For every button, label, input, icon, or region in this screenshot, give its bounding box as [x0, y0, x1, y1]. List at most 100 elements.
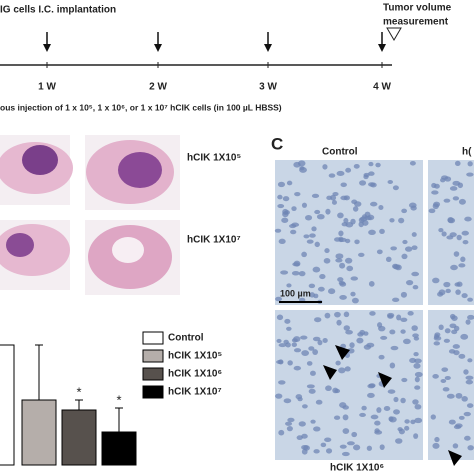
nucleus — [440, 178, 446, 183]
image-label: hCIK 1X10⁷ — [187, 235, 241, 246]
nucleus — [290, 229, 297, 235]
nucleus — [353, 163, 360, 169]
nucleus — [453, 325, 460, 332]
nucleus — [306, 384, 315, 389]
nucleus — [350, 291, 356, 297]
nucleus — [362, 220, 369, 226]
nucleus — [413, 362, 421, 369]
nucleus — [283, 339, 289, 345]
nucleus — [467, 358, 473, 363]
nucleus — [466, 403, 474, 408]
nucleus — [407, 311, 414, 316]
nucleus — [444, 328, 451, 334]
legend-swatch — [142, 331, 164, 345]
timeline-title: IG cells I.C. implantation — [0, 5, 116, 16]
nucleus — [305, 214, 313, 221]
nucleus — [453, 251, 460, 257]
nucleus — [466, 172, 474, 177]
nucleus — [411, 271, 420, 277]
nucleus — [458, 415, 465, 420]
nucleus — [346, 348, 355, 354]
nucleus — [430, 414, 436, 420]
nucleus — [383, 405, 391, 412]
nucleus — [395, 438, 403, 444]
nucleus — [359, 180, 367, 186]
arrowhead — [335, 345, 350, 360]
nucleus — [309, 292, 316, 298]
nucleus — [315, 399, 323, 405]
nucleus — [404, 425, 410, 431]
nucleus — [379, 444, 385, 450]
nucleus — [312, 266, 321, 273]
nucleus — [390, 345, 399, 351]
nucleus — [412, 333, 419, 338]
nucleus — [346, 265, 354, 272]
week-label: 2 W — [149, 82, 167, 93]
nucleus — [388, 416, 394, 422]
nucleus — [433, 341, 441, 346]
bar — [61, 409, 97, 466]
legend-swatch — [142, 367, 164, 381]
nucleus — [334, 311, 341, 318]
nucleus — [393, 264, 401, 270]
nucleus — [389, 218, 395, 223]
end-marker — [386, 27, 402, 41]
nucleus — [461, 293, 468, 299]
nucleus — [452, 443, 459, 449]
nucleus — [386, 312, 395, 318]
nucleus — [452, 196, 460, 201]
legend-swatch — [142, 385, 164, 399]
nucleus — [364, 211, 371, 218]
nucleus — [463, 369, 469, 375]
nucleus — [389, 329, 396, 335]
nucleus — [350, 276, 359, 281]
arrow-head — [154, 44, 162, 52]
nucleus — [463, 411, 471, 417]
nucleus — [411, 325, 418, 331]
nucleus — [286, 426, 293, 432]
nucleus — [312, 336, 321, 342]
nucleus — [443, 281, 451, 288]
nucleus — [454, 282, 461, 287]
bar — [21, 399, 57, 466]
nucleus — [449, 232, 457, 238]
nucleus — [428, 208, 436, 214]
nucleus — [460, 333, 469, 340]
nucleus — [452, 344, 460, 349]
nucleus — [368, 171, 375, 176]
panel-letter: C — [271, 134, 283, 153]
nucleus — [467, 314, 474, 320]
nucleus — [297, 397, 303, 402]
nucleus — [450, 264, 458, 271]
nucleus — [461, 396, 468, 402]
ventricle — [112, 237, 144, 263]
nucleus — [389, 362, 396, 369]
week-label: 3 W — [259, 82, 277, 93]
arrow-head — [378, 44, 386, 52]
nucleus — [378, 204, 384, 210]
nucleus — [277, 181, 286, 188]
arrowhead — [323, 365, 337, 380]
nucleus — [312, 349, 319, 355]
tumor — [118, 152, 162, 188]
nucleus — [278, 429, 285, 436]
nucleus — [337, 212, 344, 219]
bar — [101, 431, 137, 466]
nucleus — [317, 339, 323, 346]
micrographs — [274, 160, 474, 460]
nucleus — [401, 377, 408, 383]
nucleus — [340, 182, 347, 188]
nucleus — [400, 291, 408, 298]
nucleus — [293, 365, 302, 371]
nucleus — [396, 314, 402, 321]
nucleus — [453, 350, 460, 356]
nucleus — [440, 378, 447, 384]
nucleus — [316, 214, 325, 220]
nucleus — [342, 414, 349, 421]
end-label: measurement — [383, 17, 449, 28]
nucleus — [274, 228, 282, 233]
nucleus — [393, 396, 399, 403]
nucleus — [432, 374, 439, 379]
nucleus — [275, 393, 283, 399]
nucleus — [306, 361, 313, 366]
